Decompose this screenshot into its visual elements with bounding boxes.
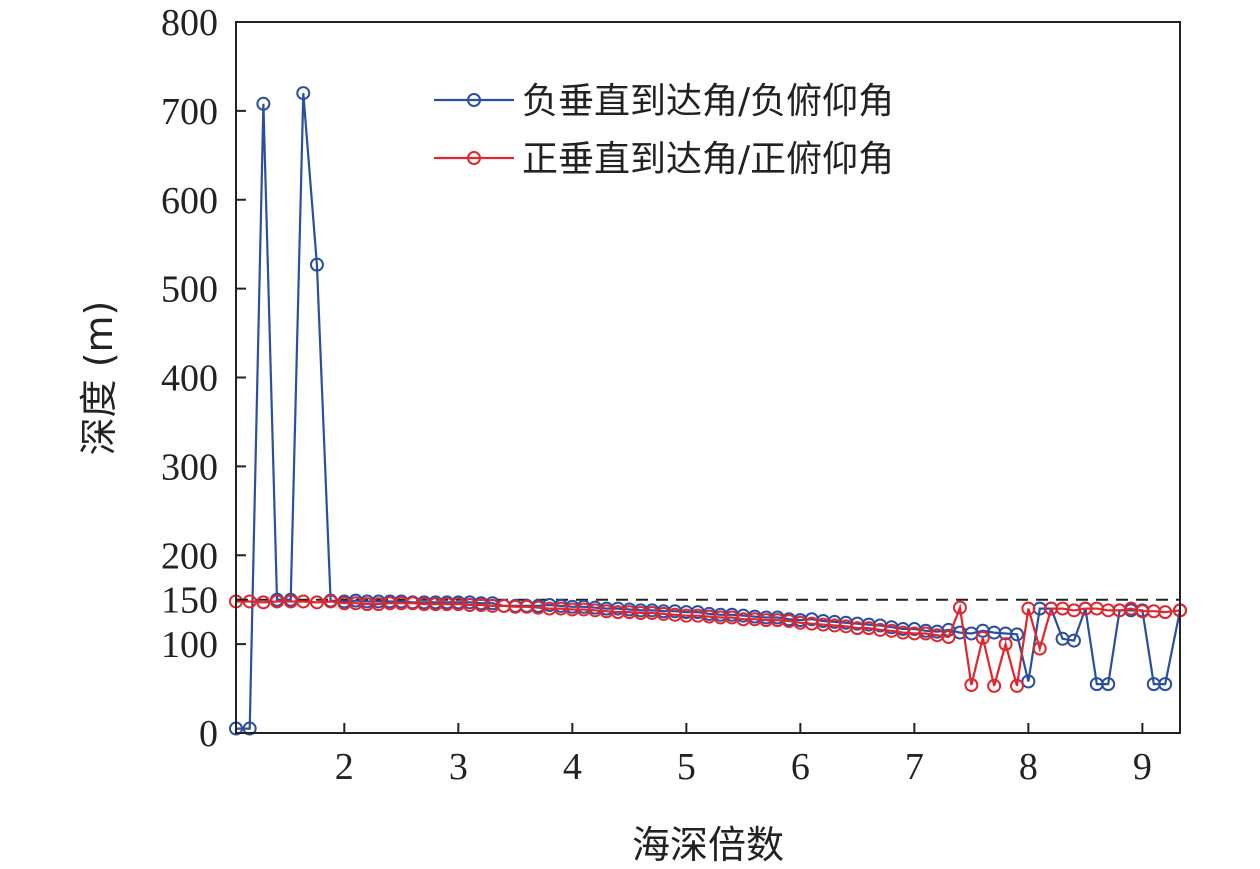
series-layer <box>229 86 1187 736</box>
x-tick-label: 3 <box>449 746 468 788</box>
data-point <box>1066 633 1081 648</box>
y-tick-label: 500 <box>161 269 218 311</box>
x-tick-label: 7 <box>905 746 924 788</box>
y-tick-label: 200 <box>161 535 218 577</box>
x-axis-title: 海深倍数 <box>632 823 784 867</box>
y-tick-label: 300 <box>161 446 218 488</box>
x-tick-label: 5 <box>677 746 696 788</box>
data-point <box>1009 627 1024 642</box>
legend-swatch-marker <box>467 93 481 107</box>
x-tick-label: 8 <box>1019 746 1038 788</box>
data-point <box>975 630 990 645</box>
x-tick-label: 4 <box>563 746 582 788</box>
x-tick-label: 6 <box>791 746 810 788</box>
data-point <box>1158 605 1173 620</box>
legend-label: 负垂直到达角/负俯仰角 <box>522 81 894 122</box>
data-point <box>256 96 271 111</box>
y-tick-label: 400 <box>161 358 218 400</box>
data-point <box>1158 677 1173 692</box>
data-point <box>296 594 311 609</box>
data-point <box>323 594 338 609</box>
data-point <box>242 721 257 736</box>
data-point <box>1009 678 1024 693</box>
series-1 <box>229 594 1187 693</box>
y-tick-label: 0 <box>199 713 218 755</box>
data-point <box>270 594 285 609</box>
series-line <box>236 93 1182 730</box>
legend-label: 正垂直到达角/正俯仰角 <box>522 139 894 180</box>
x-tick-label: 9 <box>1133 746 1152 788</box>
data-point <box>987 678 1002 693</box>
data-point <box>964 678 979 693</box>
x-tick-label: 2 <box>335 746 354 788</box>
legend-swatch-marker <box>467 151 481 165</box>
data-point <box>309 257 324 272</box>
data-point <box>256 595 271 610</box>
y-tick-label: 700 <box>161 91 218 133</box>
y-axis-title: 深度 (m) <box>77 301 121 456</box>
y-tick-label: 150 <box>161 580 218 622</box>
data-point <box>309 595 324 610</box>
data-point <box>1101 677 1116 692</box>
data-point <box>1032 641 1047 656</box>
data-point <box>242 594 257 609</box>
data-point <box>998 637 1013 652</box>
y-tick-label: 800 <box>161 2 218 44</box>
y-tick-label: 600 <box>161 180 218 222</box>
data-point <box>296 86 311 101</box>
data-point <box>952 600 967 615</box>
data-point <box>1021 601 1036 616</box>
plot-frame <box>235 21 1181 734</box>
y-tick-label: 100 <box>161 624 218 666</box>
data-point <box>941 630 956 645</box>
